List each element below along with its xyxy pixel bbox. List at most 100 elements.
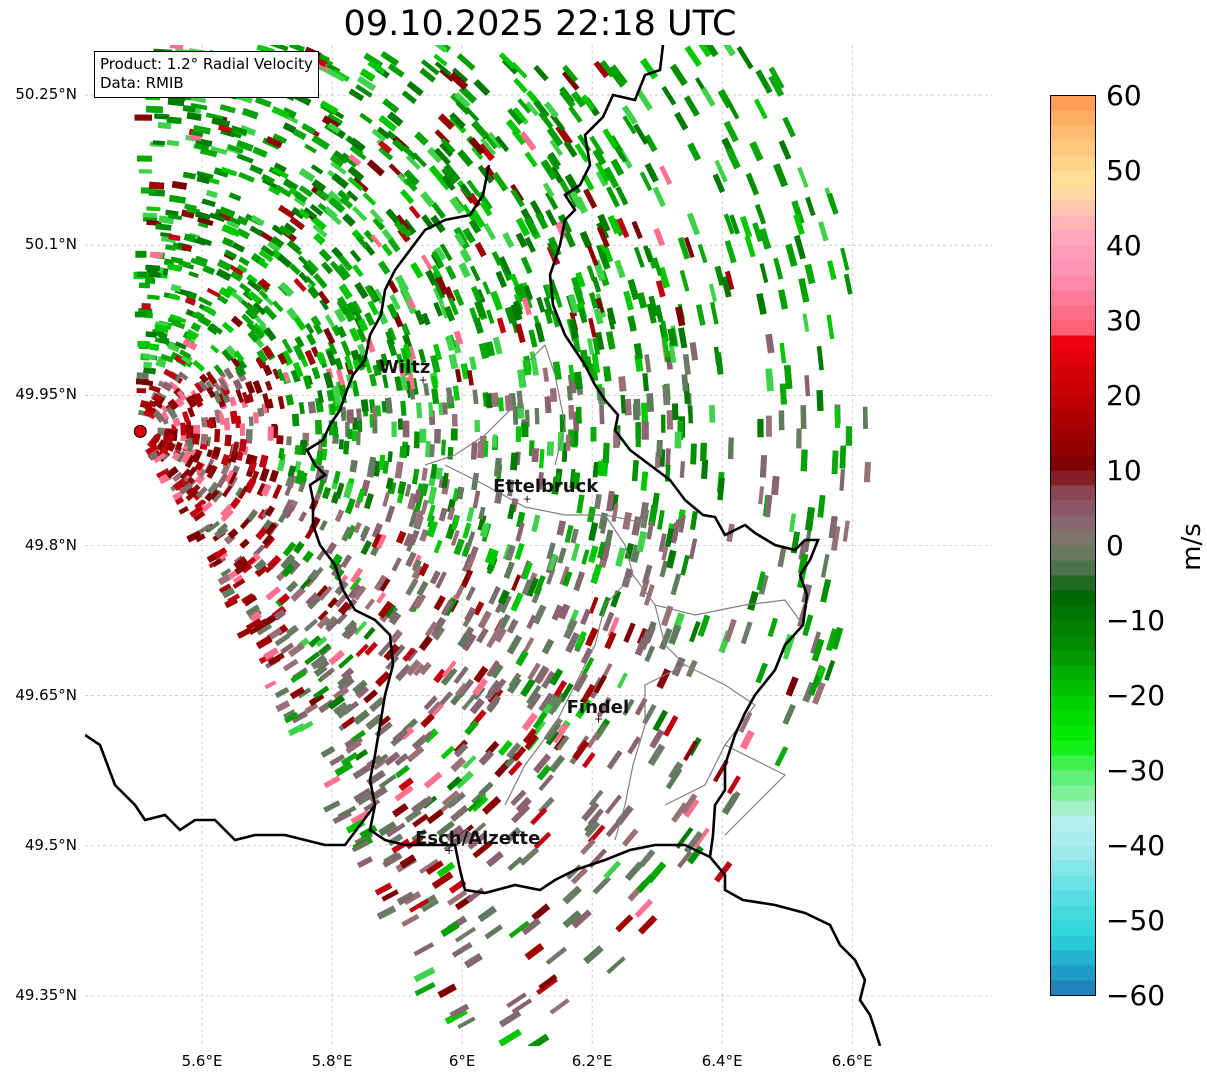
velocity-cell bbox=[431, 250, 445, 269]
velocity-cell bbox=[334, 509, 345, 523]
velocity-cell bbox=[229, 496, 241, 510]
velocity-cell bbox=[747, 590, 759, 611]
velocity-cell bbox=[653, 227, 666, 247]
velocity-cell bbox=[230, 125, 248, 136]
velocity-cell bbox=[600, 242, 614, 264]
velocity-cell bbox=[550, 113, 566, 132]
velocity-cell bbox=[635, 427, 641, 448]
velocity-cell bbox=[779, 342, 787, 364]
velocity-cell bbox=[255, 526, 268, 540]
velocity-cell bbox=[346, 301, 357, 315]
velocity-cell bbox=[218, 378, 229, 391]
velocity-cell bbox=[457, 149, 474, 167]
velocity-cell bbox=[431, 388, 440, 405]
velocity-cell bbox=[812, 682, 826, 705]
velocity-cell bbox=[715, 352, 724, 375]
velocity-cell bbox=[360, 399, 369, 412]
colorbar-band bbox=[1050, 620, 1096, 636]
velocity-cell bbox=[389, 294, 401, 311]
velocity-cell bbox=[317, 390, 324, 404]
velocity-cell bbox=[603, 166, 620, 189]
velocity-cell bbox=[510, 188, 525, 208]
velocity-cell bbox=[627, 736, 642, 755]
velocity-cell bbox=[229, 410, 239, 424]
velocity-cell bbox=[347, 165, 365, 182]
velocity-cell bbox=[506, 618, 519, 634]
velocity-cell bbox=[304, 526, 315, 540]
velocity-cell bbox=[419, 661, 432, 676]
velocity-cell bbox=[161, 381, 173, 392]
velocity-cell bbox=[413, 593, 427, 609]
radar-map[interactable]: + + + + bbox=[85, 45, 992, 1046]
radar-site-marker[interactable] bbox=[133, 424, 147, 438]
colorbar-band bbox=[1050, 125, 1096, 141]
velocity-cell bbox=[540, 159, 558, 181]
velocity-cell bbox=[621, 105, 638, 126]
velocity-cell bbox=[581, 657, 595, 676]
velocity-cell bbox=[661, 414, 666, 433]
velocity-cell bbox=[154, 324, 169, 334]
velocity-cell bbox=[262, 305, 277, 321]
velocity-cell bbox=[167, 341, 181, 353]
velocity-cell bbox=[228, 264, 244, 276]
velocity-cell bbox=[267, 426, 274, 441]
velocity-cell bbox=[199, 147, 218, 158]
velocity-cell bbox=[301, 123, 316, 135]
velocity-cell bbox=[228, 227, 240, 237]
velocity-cell bbox=[196, 486, 208, 499]
velocity-cell bbox=[381, 889, 399, 902]
velocity-cell bbox=[192, 359, 205, 372]
velocity-cell bbox=[315, 464, 325, 481]
colorbar-band bbox=[1050, 515, 1096, 531]
velocity-cell bbox=[615, 186, 629, 206]
velocity-cell bbox=[688, 538, 698, 560]
velocity-cell bbox=[644, 354, 652, 373]
velocity-cell bbox=[643, 134, 658, 153]
velocity-cell bbox=[333, 393, 342, 406]
velocity-cell bbox=[356, 75, 377, 92]
velocity-cell bbox=[636, 530, 648, 553]
velocity-cell bbox=[313, 232, 326, 246]
velocity-cell bbox=[740, 621, 753, 645]
velocity-cell bbox=[218, 286, 233, 299]
velocity-cell bbox=[597, 213, 611, 233]
velocity-cell bbox=[641, 402, 648, 424]
velocity-cell bbox=[348, 88, 365, 102]
velocity-cell bbox=[136, 388, 147, 394]
velocity-cell bbox=[565, 434, 571, 451]
velocity-cell bbox=[172, 417, 181, 427]
velocity-cell bbox=[450, 428, 458, 441]
velocity-cell bbox=[174, 397, 185, 408]
colorbar-band bbox=[1050, 275, 1096, 291]
velocity-cell bbox=[258, 278, 271, 291]
velocity-cell bbox=[431, 201, 446, 220]
velocity-cell bbox=[280, 642, 295, 655]
velocity-cell bbox=[627, 279, 640, 301]
velocity-cell bbox=[387, 63, 405, 78]
velocity-cell bbox=[777, 289, 789, 310]
velocity-cell bbox=[675, 827, 694, 849]
velocity-cell bbox=[473, 79, 491, 96]
colorbar-band bbox=[1050, 335, 1096, 351]
velocity-cell bbox=[235, 139, 254, 152]
velocity-cell bbox=[360, 525, 370, 539]
colorbar-band bbox=[1050, 365, 1096, 381]
velocity-cell bbox=[179, 468, 191, 480]
colorbar-band bbox=[1050, 545, 1096, 561]
velocity-cell bbox=[578, 307, 588, 324]
velocity-cell bbox=[407, 358, 416, 374]
velocity-cell bbox=[498, 1028, 522, 1046]
velocity-cell bbox=[600, 517, 608, 534]
velocity-cell bbox=[312, 223, 328, 239]
velocity-cell bbox=[411, 797, 429, 813]
velocity-cell bbox=[473, 601, 485, 616]
velocity-cell bbox=[675, 306, 686, 327]
velocity-cell bbox=[755, 662, 768, 684]
colorbar-band bbox=[1050, 695, 1096, 711]
velocity-cell bbox=[404, 808, 422, 823]
velocity-cell bbox=[286, 580, 299, 593]
velocity-cell bbox=[793, 213, 805, 236]
velocity-cell bbox=[169, 313, 182, 322]
velocity-cell bbox=[265, 522, 277, 536]
velocity-cell bbox=[621, 568, 634, 588]
